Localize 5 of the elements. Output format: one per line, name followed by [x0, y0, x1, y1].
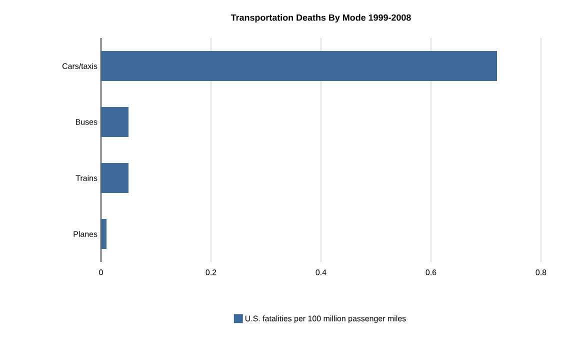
bar [101, 163, 129, 194]
bar [101, 219, 107, 250]
chart-title: Transportation Deaths By Mode 1999-2008 [230, 14, 411, 23]
bar [101, 51, 497, 82]
bar [101, 107, 129, 138]
